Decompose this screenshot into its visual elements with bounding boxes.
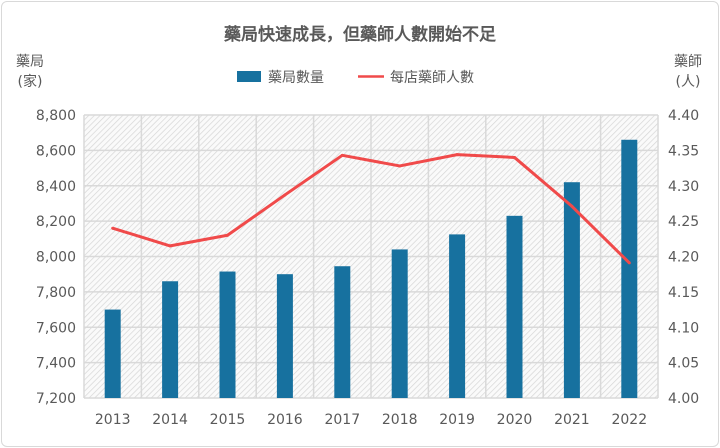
x-tick-label: 2017	[324, 412, 360, 428]
bar	[563, 182, 580, 398]
right-axis-title-line2: (人)	[676, 74, 701, 90]
right-tick-label: 4.05	[668, 356, 699, 372]
line-point	[168, 244, 172, 248]
line-point	[283, 193, 287, 197]
left-tick-label: 7,400	[36, 356, 76, 372]
line-point	[570, 204, 574, 208]
line-point	[340, 153, 344, 157]
left-tick-label: 7,800	[36, 285, 76, 301]
x-tick-label: 2013	[95, 412, 131, 428]
x-tick-label: 2019	[439, 412, 475, 428]
left-tick-label: 8,800	[36, 108, 76, 124]
right-tick-label: 4.15	[668, 285, 699, 301]
left-tick-label: 8,200	[36, 214, 76, 230]
bar	[276, 274, 293, 398]
legend-swatch-bar	[237, 71, 261, 82]
bar	[449, 234, 466, 398]
x-tick-label: 2022	[611, 412, 647, 428]
line-series	[112, 153, 631, 264]
left-tick-label: 7,600	[36, 320, 76, 336]
x-tick-label: 2020	[497, 412, 533, 428]
legend-label-bar: 藥局數量	[268, 70, 324, 86]
line-point	[455, 153, 459, 157]
right-tick-label: 4.35	[668, 143, 699, 159]
bar	[506, 215, 523, 398]
right-tick-label: 4.20	[668, 250, 699, 266]
line-point	[111, 226, 115, 230]
line-point	[226, 233, 229, 237]
legend-label-line: 每店藥師人數	[390, 70, 474, 86]
legend: 藥局數量 每店藥師人數	[237, 70, 474, 86]
left-tick-label: 8,000	[36, 250, 76, 266]
bar	[621, 139, 638, 398]
line-point	[513, 155, 516, 159]
x-tick-label: 2015	[210, 412, 246, 428]
left-tick-label: 8,600	[36, 143, 76, 159]
bar	[334, 266, 351, 398]
x-tick-label: 2016	[267, 412, 303, 428]
bar	[162, 281, 179, 398]
bar	[104, 309, 121, 398]
bar	[219, 271, 236, 398]
left-axis-title-line1: 藥局	[16, 54, 44, 70]
right-axis-title-line1: 藥師	[674, 54, 702, 70]
right-tick-label: 4.00	[668, 391, 699, 407]
left-tick-label: 7,200	[36, 391, 76, 407]
line-point	[398, 164, 402, 168]
left-axis-title-line2: (家)	[18, 73, 43, 90]
left-tick-label: 8,400	[36, 179, 76, 195]
right-tick-label: 4.40	[668, 108, 699, 124]
right-tick-label: 4.30	[668, 179, 699, 195]
right-tick-label: 4.25	[668, 214, 699, 230]
bar	[391, 249, 408, 398]
x-tick-label: 2018	[382, 412, 418, 428]
x-tick-label: 2021	[554, 412, 590, 428]
right-tick-label: 4.10	[668, 320, 699, 336]
x-tick-label: 2014	[152, 412, 188, 428]
chart-title: 藥局快速成長，但藥師人數開始不足	[223, 24, 496, 45]
line-point	[627, 261, 631, 265]
